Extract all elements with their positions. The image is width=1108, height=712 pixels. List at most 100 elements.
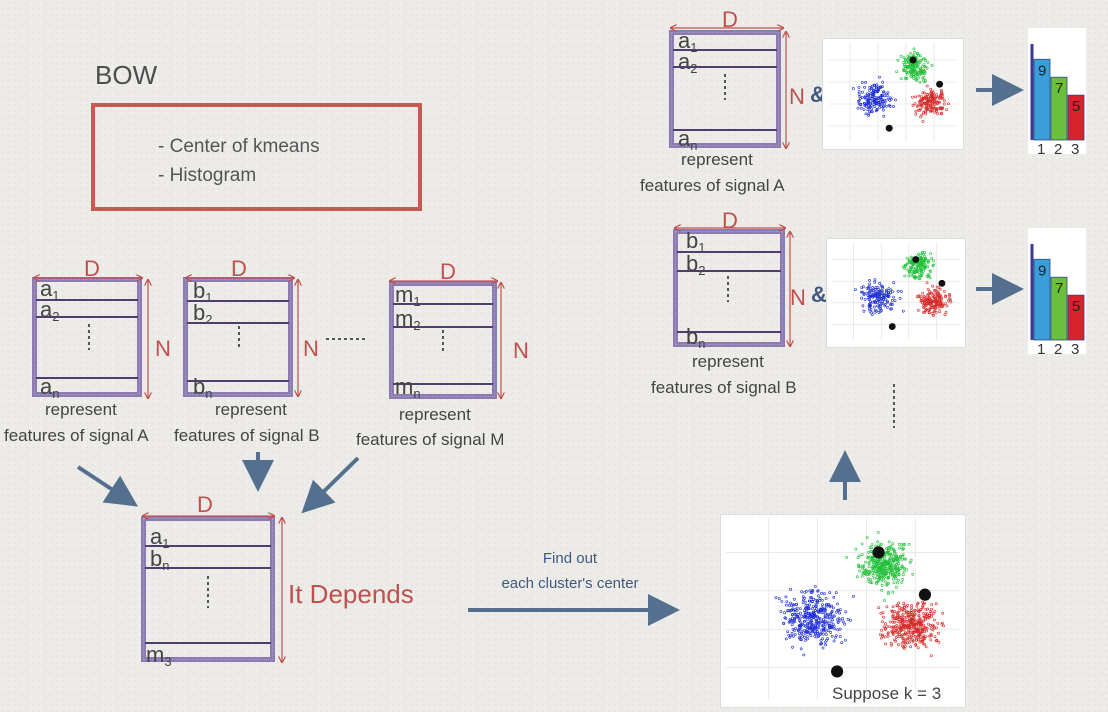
scatter-point <box>890 302 894 306</box>
scatter-point <box>935 626 938 630</box>
scatter-point <box>921 602 925 606</box>
scatter-point <box>873 565 877 569</box>
matrix-right-a-rown: an <box>678 126 698 153</box>
scatter-point <box>878 293 882 297</box>
scatter-point <box>883 635 887 639</box>
scatter-point <box>813 585 817 588</box>
scatter-point <box>789 601 793 605</box>
scatter-point <box>806 618 810 621</box>
scatter-point <box>870 291 874 295</box>
scatter-point <box>873 308 877 312</box>
scatter-point <box>897 572 901 576</box>
matrix-b-row2: b2 <box>193 300 213 327</box>
cluster-center <box>936 80 944 88</box>
scatter-point <box>913 50 916 54</box>
scatter-point <box>788 636 792 639</box>
scatter-point <box>785 600 789 604</box>
scatter-point <box>901 644 905 648</box>
scatter-point <box>874 544 877 548</box>
scatter-point <box>922 619 925 623</box>
scatter-point <box>907 543 911 546</box>
scatter-point <box>791 634 795 638</box>
scatter-point <box>915 71 919 75</box>
scatter-point <box>870 546 873 550</box>
scatter-point <box>914 109 918 113</box>
scatter-point <box>774 596 778 600</box>
scatter-point <box>942 102 946 106</box>
scatter-point <box>922 623 926 627</box>
scatter-point <box>905 620 909 623</box>
scatter-point <box>918 59 922 63</box>
scatter-point <box>913 609 917 612</box>
matrix-right-a-row1: a1 <box>678 28 698 55</box>
scatter-point <box>881 94 884 98</box>
scatter-point <box>880 579 884 583</box>
scatter-point <box>940 111 943 115</box>
scatter-point <box>897 601 901 605</box>
scatter-point <box>892 625 896 629</box>
scatter-point <box>828 591 832 595</box>
scatter-point <box>881 80 885 84</box>
scatter-point <box>832 639 836 643</box>
scatter-point <box>928 290 932 294</box>
scatter-point <box>929 300 933 304</box>
scatter-point <box>797 628 801 632</box>
scatter-point <box>875 86 879 90</box>
scatter-point <box>919 66 923 70</box>
scatter-point <box>903 642 907 645</box>
scatter-point <box>939 298 943 301</box>
scatter-point <box>912 263 915 267</box>
scatter-point <box>912 634 915 638</box>
scatter-point <box>799 611 802 615</box>
scatter-point <box>879 636 883 640</box>
scatter-point <box>871 95 875 99</box>
cluster-center <box>909 56 917 64</box>
scatter-point <box>779 610 783 613</box>
scatter-point <box>883 100 887 104</box>
scatter-point <box>859 102 863 106</box>
scatter-point <box>882 114 886 118</box>
scatter-point <box>829 631 833 634</box>
scatter-point <box>927 310 931 314</box>
scatter-point <box>942 624 946 628</box>
scatter-point <box>881 286 885 290</box>
scatter-point <box>819 642 822 646</box>
scatter-point <box>919 102 923 106</box>
scatter-point <box>917 295 921 299</box>
scatter-point <box>895 554 899 558</box>
scatter-point <box>925 274 929 278</box>
scatter-point <box>810 607 814 611</box>
scatter-point <box>903 63 907 66</box>
scatter-point <box>801 634 805 638</box>
scatter-point <box>928 295 931 299</box>
scatter-point <box>906 641 910 645</box>
scatter-point <box>931 106 935 110</box>
scatter-point <box>863 95 867 99</box>
scatter-point <box>901 633 904 637</box>
scatter-point <box>924 626 928 630</box>
scatter-point <box>931 628 935 632</box>
scatter-point <box>812 597 816 601</box>
scatter-point <box>877 566 881 570</box>
scatter-point <box>921 606 925 609</box>
amp-a: & <box>810 82 826 107</box>
scatter-point <box>791 628 795 631</box>
scatter-point <box>871 295 875 299</box>
scatter-point <box>804 638 808 642</box>
scatter-point <box>913 269 917 273</box>
scatter-point <box>930 305 934 309</box>
scatter-point <box>917 53 920 57</box>
scatter-point <box>824 643 828 647</box>
scatter-point <box>861 570 865 574</box>
scatter-point <box>836 621 840 624</box>
scatter-point <box>868 309 872 313</box>
scatter-point <box>945 108 949 112</box>
scatter-point <box>885 104 888 108</box>
scatter-point <box>810 615 814 619</box>
scatter-point <box>869 578 873 582</box>
scatter-point <box>901 553 905 557</box>
scatter-point <box>901 612 905 616</box>
scatter-point <box>907 628 910 632</box>
scatter-point <box>868 305 872 308</box>
scatter-point <box>919 256 923 259</box>
